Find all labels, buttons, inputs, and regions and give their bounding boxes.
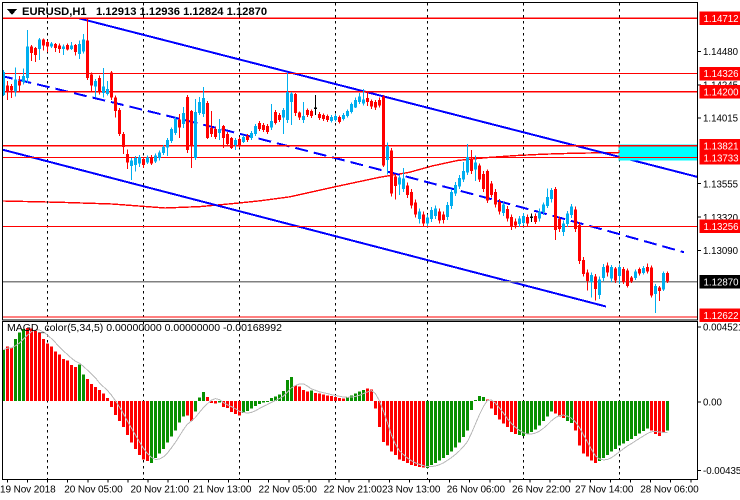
svg-text:20 Nov 05:00: 20 Nov 05:00: [64, 485, 123, 496]
svg-text:23 Nov 13:00: 23 Nov 13:00: [382, 485, 441, 496]
svg-text:1.14015: 1.14015: [703, 114, 738, 125]
svg-text:0.00: 0.00: [703, 398, 722, 409]
svg-text:26 Nov 06:00: 26 Nov 06:00: [447, 485, 506, 496]
svg-text:EURUSD,H1 1.12913 1.12936 1.: EURUSD,H1 1.12913 1.12936 1.12824 1.1287…: [22, 6, 267, 18]
svg-text:1.14480: 1.14480: [703, 47, 739, 58]
svg-text:1.12870: 1.12870: [704, 277, 740, 288]
svg-text:1.14712: 1.14712: [704, 14, 739, 25]
svg-text:26 Nov 22:00: 26 Nov 22:00: [512, 485, 571, 496]
svg-text:1.13733: 1.13733: [704, 154, 739, 165]
svg-text:1.14200: 1.14200: [704, 88, 740, 99]
svg-text:20 Nov 21:00: 20 Nov 21:00: [131, 485, 190, 496]
svg-text:19 Nov 2018: 19 Nov 2018: [0, 485, 56, 496]
svg-text:1.13320: 1.13320: [703, 213, 739, 224]
svg-text:21 Nov 13:00: 21 Nov 13:00: [193, 485, 252, 496]
svg-text:28 Nov 06:00: 28 Nov 06:00: [640, 485, 699, 496]
svg-text:22 Nov 21:00: 22 Nov 21:00: [324, 485, 383, 496]
svg-text:1.13090: 1.13090: [703, 246, 739, 257]
svg-text:27 Nov 14:00: 27 Nov 14:00: [575, 485, 634, 496]
svg-text:-0.0043520: -0.0043520: [703, 466, 740, 477]
svg-text:MAGD_color(5,34,5) 0.00000000: MAGD_color(5,34,5) 0.00000000 0.00000000…: [7, 322, 282, 334]
svg-text:1.13555: 1.13555: [703, 179, 738, 190]
svg-text:1.14326: 1.14326: [704, 69, 739, 80]
svg-text:1.13256: 1.13256: [704, 222, 739, 233]
svg-text:1.13821: 1.13821: [704, 142, 739, 153]
svg-text:22 Nov 05:00: 22 Nov 05:00: [259, 485, 318, 496]
svg-text:0.0045210: 0.0045210: [703, 323, 740, 334]
svg-text:1.12622: 1.12622: [704, 311, 739, 322]
